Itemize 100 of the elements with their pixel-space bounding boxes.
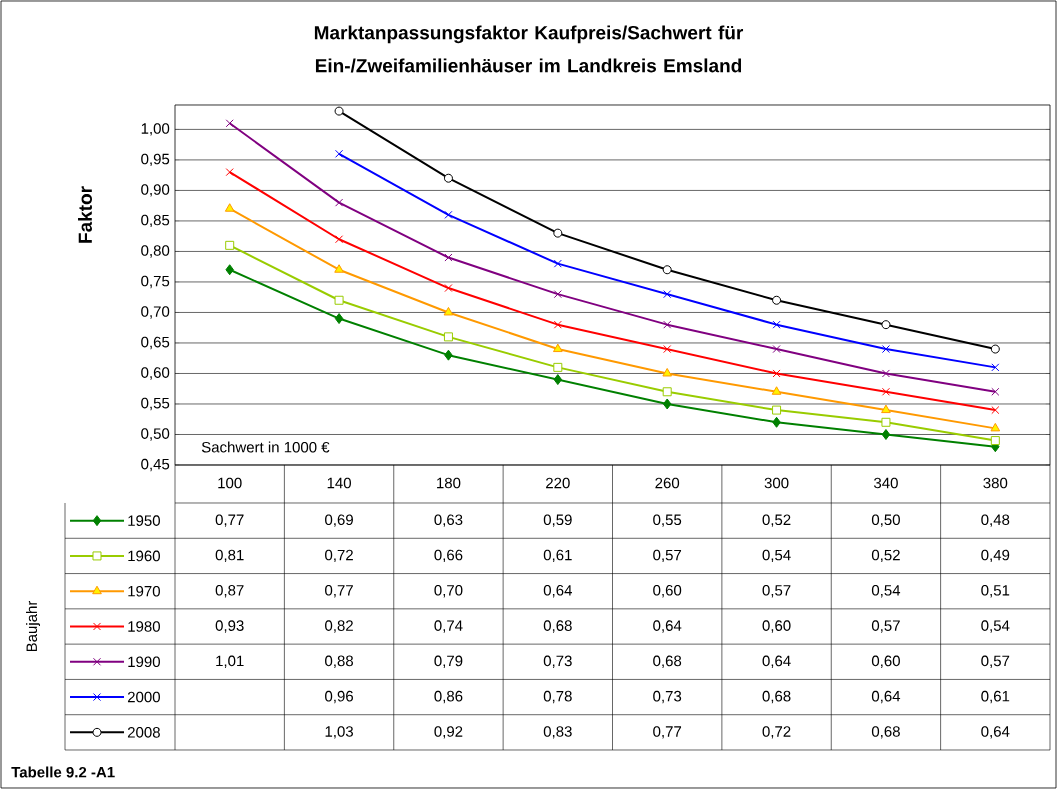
data-label: 0,86: [434, 690, 463, 704]
point: [334, 295, 344, 305]
data-label: 0,54: [762, 549, 791, 563]
y-tick-label: 0,45: [141, 458, 170, 472]
y-tick-label: 0,95: [141, 153, 170, 167]
legend-label: 2000: [127, 691, 160, 703]
data-label: 0,68: [871, 726, 900, 739]
data-label: 0,64: [762, 655, 791, 668]
data-label: 0,81: [215, 549, 244, 563]
point: [553, 362, 563, 372]
point: [444, 253, 453, 262]
data-label: 0,52: [762, 514, 791, 527]
point: [553, 259, 562, 268]
x-tick-label: 340: [873, 477, 898, 489]
x-tick-label: 220: [546, 477, 570, 489]
data-label: 0,49: [981, 549, 1010, 563]
point: [991, 387, 1000, 396]
point: [990, 422, 1001, 432]
x-axis-title: Sachwert in 1000 €: [201, 441, 330, 453]
data-label: 0,83: [543, 726, 572, 739]
x-tick-label: 100: [218, 477, 242, 489]
legend-label: 1980: [128, 621, 160, 632]
point: [225, 240, 235, 250]
point: [224, 203, 235, 212]
data-label: 0,61: [981, 690, 1010, 704]
y-tick-label: 0,80: [141, 245, 170, 258]
point: [662, 387, 672, 397]
data-label: 0,68: [762, 690, 791, 704]
y-tick-label: 0,85: [141, 214, 170, 228]
data-label: 0,93: [215, 620, 244, 633]
point: [225, 119, 234, 128]
data-label: 0,64: [981, 726, 1010, 739]
point: [334, 313, 344, 325]
point: [881, 345, 890, 354]
data-label: 0,82: [325, 620, 353, 633]
data-label: 0,57: [762, 585, 791, 598]
data-label: 0,59: [543, 514, 572, 527]
point: [881, 320, 891, 330]
point: [881, 417, 891, 427]
point: [444, 349, 453, 361]
data-label: 0,73: [653, 690, 682, 704]
x-tick-label: 380: [983, 477, 1008, 489]
point: [881, 428, 891, 440]
point: [662, 265, 672, 275]
point: [334, 106, 344, 116]
x-tick-label: 180: [437, 477, 461, 489]
point: [553, 374, 563, 386]
point: [335, 149, 344, 158]
data-label: 0,54: [981, 620, 1010, 633]
data-label: 0,63: [434, 514, 463, 527]
data-label: 0,92: [434, 726, 463, 739]
data-label: 0,74: [434, 620, 463, 633]
point: [990, 344, 1000, 354]
point: [663, 290, 672, 299]
data-label: 0,60: [653, 585, 682, 598]
legend-label: 1960: [128, 550, 160, 562]
point: [444, 284, 453, 293]
data-label: 0,55: [653, 514, 682, 527]
point: [335, 198, 344, 207]
data-label: 0,68: [653, 655, 682, 668]
point: [335, 235, 344, 244]
point: [444, 210, 453, 219]
data-label: 0,69: [325, 514, 353, 527]
text: Tabelle 9.2 -A1: [11, 766, 115, 778]
point: [334, 264, 344, 273]
point: [553, 290, 562, 299]
data-label: 0,48: [981, 514, 1010, 527]
data-label: 0,57: [653, 549, 682, 563]
point: [225, 264, 234, 276]
x-tick-label: 300: [764, 477, 789, 489]
data-label: 0,70: [434, 585, 463, 598]
data-label: 0,66: [434, 549, 463, 563]
data-label: 0,72: [325, 549, 353, 563]
data-label: 0,78: [543, 690, 572, 704]
point: [553, 228, 563, 238]
legend-label: 1990: [128, 656, 160, 668]
point: [881, 369, 890, 378]
point: [225, 168, 234, 177]
data-label: 0,72: [762, 726, 791, 739]
data-label: 1,01: [216, 655, 244, 668]
data-label: 0,88: [325, 655, 354, 668]
data-label: 0,50: [871, 514, 900, 527]
point: [990, 436, 1000, 446]
point: [772, 320, 781, 329]
legend-label: 1950: [128, 515, 160, 526]
y-tick-label: 1,00: [141, 123, 170, 136]
data-label: 0,96: [325, 690, 354, 704]
point: [443, 173, 453, 183]
legend-title: Baujahr: [26, 600, 40, 652]
point: [443, 332, 453, 342]
data-label: 0,64: [543, 585, 572, 598]
data-label: 0,60: [762, 620, 791, 633]
data-label: 0,77: [325, 585, 353, 598]
point: [662, 398, 672, 410]
data-label: 0,54: [871, 585, 901, 598]
data-label: 0,57: [871, 620, 900, 633]
data-label: 0,77: [653, 726, 682, 739]
point: [772, 295, 782, 305]
point: [443, 306, 454, 316]
data-label: 0,52: [871, 549, 900, 563]
